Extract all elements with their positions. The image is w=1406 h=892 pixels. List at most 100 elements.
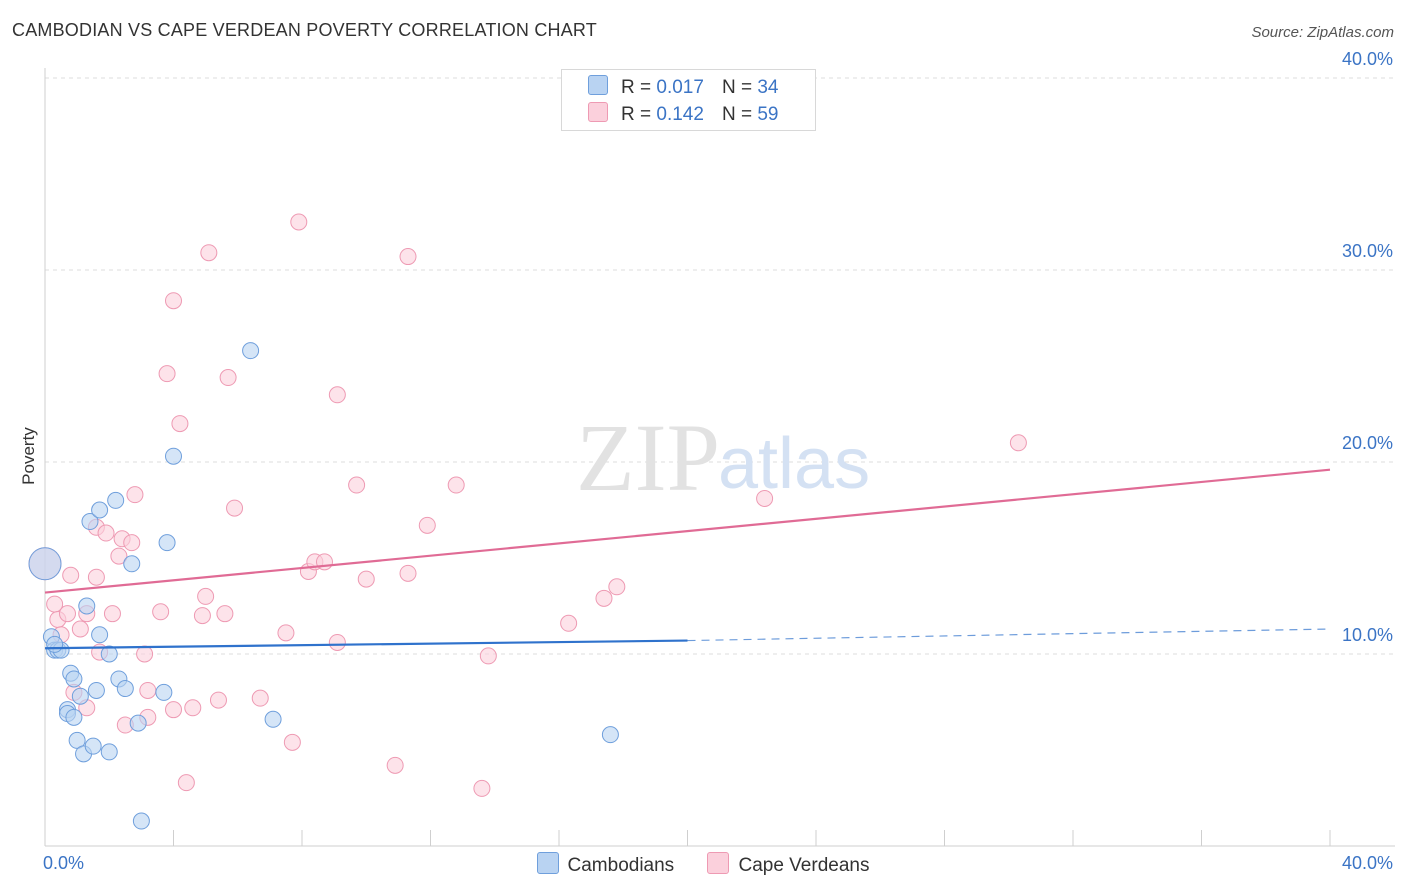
capeverdean-point[interactable] xyxy=(226,499,244,517)
cambodian-point[interactable] xyxy=(84,737,102,755)
capeverdean-point[interactable] xyxy=(595,589,613,607)
cambodian-point[interactable] xyxy=(28,547,62,581)
legend-row-cambodians: R = 0.017 N = 34 xyxy=(588,75,778,99)
cambodian-point[interactable] xyxy=(87,681,105,699)
capeverdean-point[interactable] xyxy=(357,570,375,588)
capeverdean-point[interactable] xyxy=(123,534,141,552)
cambodian-point[interactable] xyxy=(158,534,176,552)
capeverdean-point[interactable] xyxy=(560,614,578,632)
capeverdean-point[interactable] xyxy=(110,547,128,565)
capeverdean-point[interactable] xyxy=(139,681,157,699)
cambodian-point[interactable] xyxy=(132,812,150,830)
cambodian-point[interactable] xyxy=(165,447,182,465)
cambodian-point[interactable] xyxy=(46,635,64,653)
cambodian-point[interactable] xyxy=(601,726,619,744)
capeverdean-point[interactable] xyxy=(283,733,301,751)
capeverdean-point[interactable] xyxy=(479,647,497,665)
cambodian-point[interactable] xyxy=(123,555,141,573)
chart-title: CAMBODIAN VS CAPE VERDEAN POVERTY CORREL… xyxy=(12,20,597,40)
series-legend: Cambodians Cape Verdeans xyxy=(0,852,1406,877)
cambodian-point[interactable] xyxy=(264,710,282,728)
cambodian-point[interactable] xyxy=(81,513,99,531)
cambodian-point[interactable] xyxy=(242,342,260,360)
cambodian-point[interactable] xyxy=(65,670,83,688)
capeverdean-point[interactable] xyxy=(277,624,295,642)
capeverdean-point[interactable] xyxy=(158,365,176,383)
y-tick-label: 10.0% xyxy=(1342,625,1393,645)
capeverdean-point[interactable] xyxy=(171,415,189,433)
y-tick-label: 20.0% xyxy=(1342,433,1393,453)
cambodian-point[interactable] xyxy=(100,743,118,761)
cambodian-point[interactable] xyxy=(116,680,134,698)
capeverdean-point[interactable] xyxy=(473,779,491,797)
capeverdean-point[interactable] xyxy=(216,605,234,623)
capeverdean-point[interactable] xyxy=(1009,434,1027,452)
y-tick-label: 30.0% xyxy=(1342,241,1393,261)
cambodians-points xyxy=(28,342,619,830)
capeverdean-point[interactable] xyxy=(62,566,80,584)
capeverdean-point[interactable] xyxy=(193,607,211,625)
cape-verdeans-trend-line xyxy=(44,468,1331,594)
capeverdean-point[interactable] xyxy=(136,645,154,663)
legend-r-value-cambodians: 0.017 xyxy=(656,77,704,98)
legend-swatch-cape-verdeans xyxy=(707,852,730,874)
capeverdean-point[interactable] xyxy=(97,524,115,542)
legend-n-label: N = xyxy=(721,104,753,125)
x-tick-label-max: 40.0% xyxy=(1342,853,1393,873)
capeverdean-point[interactable] xyxy=(200,244,218,262)
cambodian-point[interactable] xyxy=(71,687,89,705)
legend-n-value-cambodians: 34 xyxy=(757,77,779,98)
correlation-legend: R = 0.017 N = 34 R = 0.142 N = 59 xyxy=(561,69,816,131)
legend-swatch-cape-verdeans xyxy=(588,102,608,122)
capeverdean-point[interactable] xyxy=(608,578,626,596)
cambodians-trend-extension xyxy=(687,628,1331,642)
source-label: Source: ZipAtlas.com xyxy=(1251,24,1394,41)
capeverdean-point[interactable] xyxy=(165,701,182,719)
cambodian-point[interactable] xyxy=(65,708,83,726)
grid-layer xyxy=(45,77,1395,655)
capeverdean-point[interactable] xyxy=(152,603,170,621)
capeverdean-point[interactable] xyxy=(165,292,182,310)
cambodian-point[interactable] xyxy=(100,645,118,663)
capeverdean-point[interactable] xyxy=(386,756,404,774)
y-axis-label: Poverty xyxy=(19,427,38,485)
capeverdean-point[interactable] xyxy=(447,476,465,494)
legend-item-cape-verdeans[interactable]: Cape Verdeans xyxy=(707,852,869,877)
legend-swatch-cambodians xyxy=(536,852,559,874)
cambodians-trend-line xyxy=(44,639,688,650)
cambodian-point[interactable] xyxy=(78,597,96,615)
capeverdean-point[interactable] xyxy=(184,699,202,717)
legend-n-value-cape-verdeans: 59 xyxy=(757,104,779,125)
capeverdean-point[interactable] xyxy=(209,691,227,709)
trend-lines xyxy=(44,468,1331,650)
cambodian-point[interactable] xyxy=(107,491,125,509)
capeverdean-point[interactable] xyxy=(71,620,89,638)
capeverdean-point[interactable] xyxy=(756,489,774,507)
capeverdean-point[interactable] xyxy=(328,633,346,651)
cambodian-point[interactable] xyxy=(91,626,109,644)
capeverdean-point[interactable] xyxy=(87,568,105,586)
capeverdean-point[interactable] xyxy=(328,386,346,404)
cambodian-point[interactable] xyxy=(91,501,109,519)
cape-verdeans-points xyxy=(28,213,1027,797)
cambodian-point[interactable] xyxy=(155,683,173,701)
capeverdean-point[interactable] xyxy=(197,587,215,605)
capeverdean-point[interactable] xyxy=(348,476,366,494)
legend-item-cambodians[interactable]: Cambodians xyxy=(536,852,674,877)
capeverdean-point[interactable] xyxy=(290,213,308,231)
legend-row-cape-verdeans: R = 0.142 N = 59 xyxy=(588,102,778,126)
capeverdean-point[interactable] xyxy=(399,248,417,266)
capeverdean-point[interactable] xyxy=(251,689,269,707)
capeverdean-point[interactable] xyxy=(219,369,237,387)
capeverdean-point[interactable] xyxy=(177,774,195,792)
capeverdean-point[interactable] xyxy=(126,486,144,504)
x-tick-label-min: 0.0% xyxy=(43,853,84,873)
capeverdean-point[interactable] xyxy=(58,605,76,623)
capeverdean-point[interactable] xyxy=(103,605,121,623)
capeverdean-point[interactable] xyxy=(418,516,436,534)
tick-labels: 10.0% 20.0% 30.0% 40.0% 0.0% 40.0% xyxy=(43,49,1393,873)
legend-label-cape-verdeans: Cape Verdeans xyxy=(738,855,870,876)
capeverdean-point[interactable] xyxy=(399,564,417,582)
cambodian-point[interactable] xyxy=(129,714,147,732)
